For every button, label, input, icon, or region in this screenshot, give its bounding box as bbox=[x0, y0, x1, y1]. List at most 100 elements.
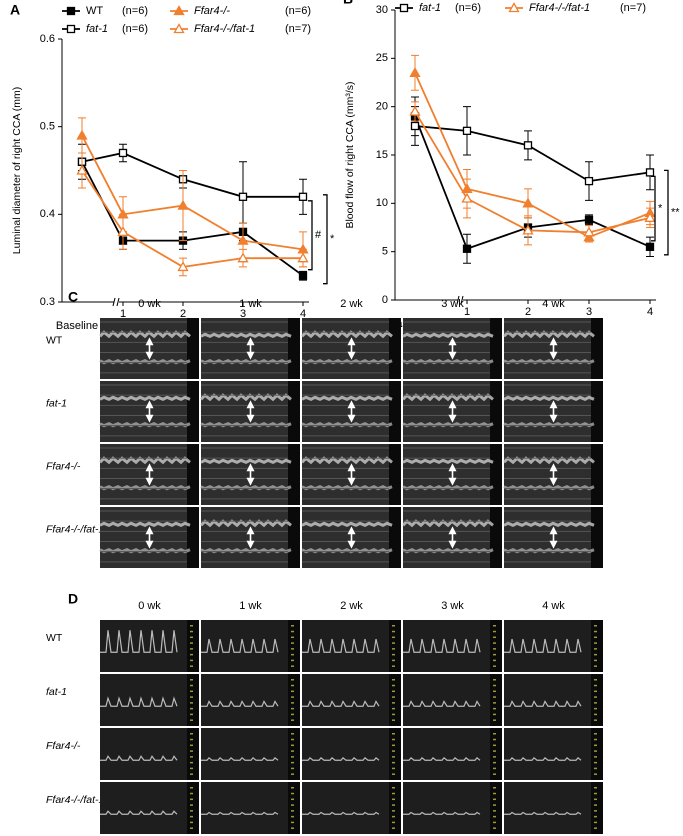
scale-strip bbox=[389, 620, 401, 672]
marker bbox=[298, 192, 308, 201]
scale-tick bbox=[291, 750, 294, 752]
wall bbox=[402, 485, 494, 491]
scale-strip bbox=[187, 381, 199, 442]
wall bbox=[301, 548, 393, 554]
row-label: Ffar4-/-/fat-1 bbox=[46, 523, 104, 535]
image-cell bbox=[201, 620, 300, 672]
scale-tick bbox=[392, 707, 395, 710]
image-bg bbox=[201, 728, 300, 780]
image-cell bbox=[199, 507, 300, 568]
waveform bbox=[302, 638, 380, 653]
column-label: 2 wk bbox=[340, 298, 363, 310]
x-tick-label: 1 bbox=[464, 306, 470, 318]
waveform bbox=[403, 811, 481, 815]
scale-tick bbox=[493, 690, 496, 693]
waveform bbox=[403, 700, 481, 707]
legend-label: fat-1 bbox=[419, 2, 441, 14]
scale-tick bbox=[291, 761, 294, 764]
scale-strip bbox=[187, 620, 199, 672]
scale-tick bbox=[392, 690, 395, 693]
image-bg bbox=[403, 620, 502, 672]
scale-tick bbox=[493, 630, 496, 633]
sig-label: * bbox=[330, 233, 335, 245]
y-tick-label: 0.4 bbox=[40, 208, 55, 220]
y-tick-label: 25 bbox=[376, 52, 388, 64]
y-axis-label: Luminal diameter of right CCA (mm) bbox=[11, 87, 23, 254]
panel-label: C bbox=[68, 289, 78, 305]
scale-tick bbox=[594, 733, 597, 735]
scale-strip bbox=[187, 728, 199, 780]
scale-strip bbox=[389, 782, 401, 834]
marker bbox=[399, 3, 409, 13]
image-cell bbox=[99, 507, 199, 568]
panel-label: B bbox=[343, 0, 353, 7]
waveform bbox=[201, 757, 279, 761]
waveform bbox=[302, 811, 380, 815]
image-bg bbox=[100, 620, 199, 672]
scale-tick bbox=[594, 804, 597, 806]
scale-strip bbox=[490, 782, 502, 834]
marker bbox=[584, 215, 594, 224]
wall bbox=[300, 330, 393, 339]
scale-tick bbox=[392, 821, 395, 824]
scale-tick bbox=[190, 679, 193, 681]
sig-label: ** bbox=[671, 207, 680, 219]
wall bbox=[199, 519, 292, 528]
image-cell bbox=[403, 674, 502, 726]
scale-tick bbox=[594, 810, 597, 812]
image-cell bbox=[504, 674, 603, 726]
wall bbox=[199, 393, 292, 402]
row-label: fat-1 bbox=[46, 397, 67, 409]
scale-tick bbox=[392, 733, 395, 735]
scale-tick bbox=[190, 750, 193, 752]
scale-tick bbox=[594, 642, 597, 644]
wall bbox=[402, 422, 494, 428]
scale-tick bbox=[190, 653, 193, 656]
scale-tick bbox=[190, 684, 193, 687]
scale-tick bbox=[594, 630, 597, 633]
axis-break bbox=[116, 297, 120, 307]
series-line bbox=[414, 72, 651, 239]
scale-tick bbox=[291, 690, 294, 693]
wall bbox=[200, 485, 292, 491]
legend-n: (n=6) bbox=[285, 5, 311, 17]
y-axis-label: Blood flow of right CCA (mm³/s) bbox=[344, 81, 356, 228]
scale-tick bbox=[190, 707, 193, 710]
scale-strip bbox=[288, 782, 300, 834]
scale-strip bbox=[389, 507, 401, 568]
scale-tick bbox=[190, 659, 193, 662]
scale-tick bbox=[392, 625, 395, 627]
sig-bracket bbox=[308, 200, 313, 271]
series-line bbox=[414, 116, 651, 250]
scale-tick bbox=[493, 648, 496, 650]
image-bg bbox=[403, 674, 502, 726]
scale-tick bbox=[493, 798, 496, 801]
scale-tick bbox=[493, 719, 496, 721]
scale-tick bbox=[392, 642, 395, 644]
panel-label: D bbox=[68, 591, 78, 607]
legend-label: Ffar4-/-/fat-1 bbox=[529, 2, 590, 14]
image-bg bbox=[504, 782, 603, 834]
sig-label: # bbox=[315, 229, 322, 241]
scale-tick bbox=[291, 810, 294, 812]
marker bbox=[237, 252, 249, 263]
waveform bbox=[201, 811, 279, 815]
scale-tick bbox=[392, 696, 395, 698]
scale-tick bbox=[594, 696, 597, 698]
scale-tick bbox=[392, 636, 395, 639]
image-bg bbox=[302, 620, 401, 672]
scale-tick bbox=[190, 625, 193, 627]
scale-tick bbox=[190, 648, 193, 650]
axis-break bbox=[112, 297, 116, 307]
scale-tick bbox=[291, 827, 294, 829]
legend-n: (n=6) bbox=[122, 5, 148, 17]
image-cell bbox=[100, 620, 199, 672]
scale-tick bbox=[392, 750, 395, 752]
scale-strip bbox=[490, 728, 502, 780]
scale-tick bbox=[493, 642, 496, 644]
image-cell bbox=[100, 674, 199, 726]
scale-tick bbox=[190, 733, 193, 735]
scale-tick bbox=[493, 773, 496, 775]
image-bg bbox=[302, 674, 401, 726]
column-label: 2 wk bbox=[340, 600, 363, 612]
